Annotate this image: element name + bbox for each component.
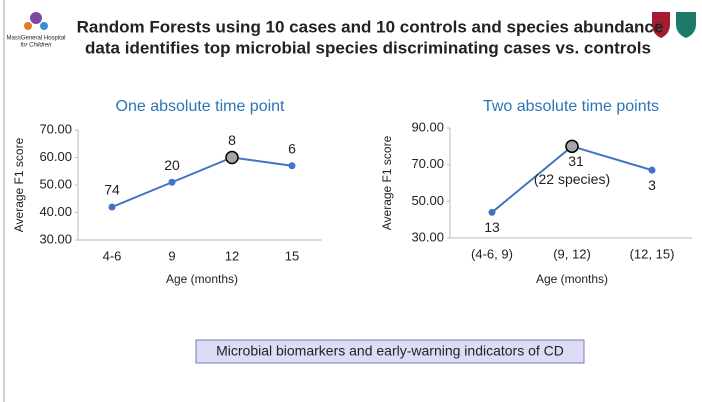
y-tick-label: 50.00 xyxy=(39,176,72,191)
point xyxy=(168,178,176,186)
y-tick-label: 60.00 xyxy=(39,149,72,164)
shield-logo xyxy=(652,12,670,38)
x-tick-label: 12 xyxy=(225,248,239,263)
annotation: 13 xyxy=(484,219,500,235)
chart-title: One absolute time point xyxy=(116,98,286,115)
point xyxy=(648,166,656,174)
annotation: 6 xyxy=(288,140,296,156)
x-tick-label: 9 xyxy=(168,248,175,263)
shield-logo xyxy=(676,12,696,38)
point xyxy=(488,208,496,216)
x-tick-label: (4-6, 9) xyxy=(471,246,513,261)
y-tick-label: 30.00 xyxy=(39,231,72,246)
y-tick-label: 70.00 xyxy=(411,156,444,171)
annotation: 20 xyxy=(164,157,180,173)
x-tick-label: 15 xyxy=(285,248,299,263)
highlight-marker xyxy=(565,139,579,154)
y-tick-label: 50.00 xyxy=(411,193,444,208)
y-axis-label: Average F1 score xyxy=(12,137,26,232)
x-tick-label: (9, 12) xyxy=(553,246,591,261)
logo-icon xyxy=(40,22,48,30)
banner-text: Microbial biomarkers and early-warning i… xyxy=(216,343,564,359)
y-tick-label: 30.00 xyxy=(411,229,444,244)
annotation: 74 xyxy=(104,182,120,198)
x-tick-label: 4-6 xyxy=(103,248,122,263)
logo-icon xyxy=(24,22,32,30)
logo: MassGeneral Hospital for Children xyxy=(6,12,66,49)
chart-title: Two absolute time points xyxy=(483,98,659,115)
y-tick-label: 70.00 xyxy=(39,121,72,136)
x-tick-label: (12, 15) xyxy=(630,246,675,261)
point xyxy=(288,162,296,170)
annotation: 31 xyxy=(568,153,584,169)
data-line xyxy=(111,156,293,208)
logo-text: MassGeneral Hospital xyxy=(6,36,65,42)
logo-icon xyxy=(30,12,42,24)
x-axis-label: Age (months) xyxy=(166,272,238,286)
slide-title: data identifies top microbial species di… xyxy=(85,38,651,57)
y-tick-label: 90.00 xyxy=(411,119,444,134)
y-axis-label: Average F1 score xyxy=(380,135,394,230)
point xyxy=(108,203,116,211)
logo-text: for Children xyxy=(20,43,52,49)
annotation: 8 xyxy=(228,132,236,148)
y-tick-label: 40.00 xyxy=(39,204,72,219)
annotation: 3 xyxy=(648,177,656,193)
highlight-marker xyxy=(225,150,239,165)
x-axis-label: Age (months) xyxy=(536,272,608,286)
slide-title: Random Forests using 10 cases and 10 con… xyxy=(77,17,664,36)
annotation: (22 species) xyxy=(534,171,610,187)
banner-box xyxy=(195,339,585,364)
